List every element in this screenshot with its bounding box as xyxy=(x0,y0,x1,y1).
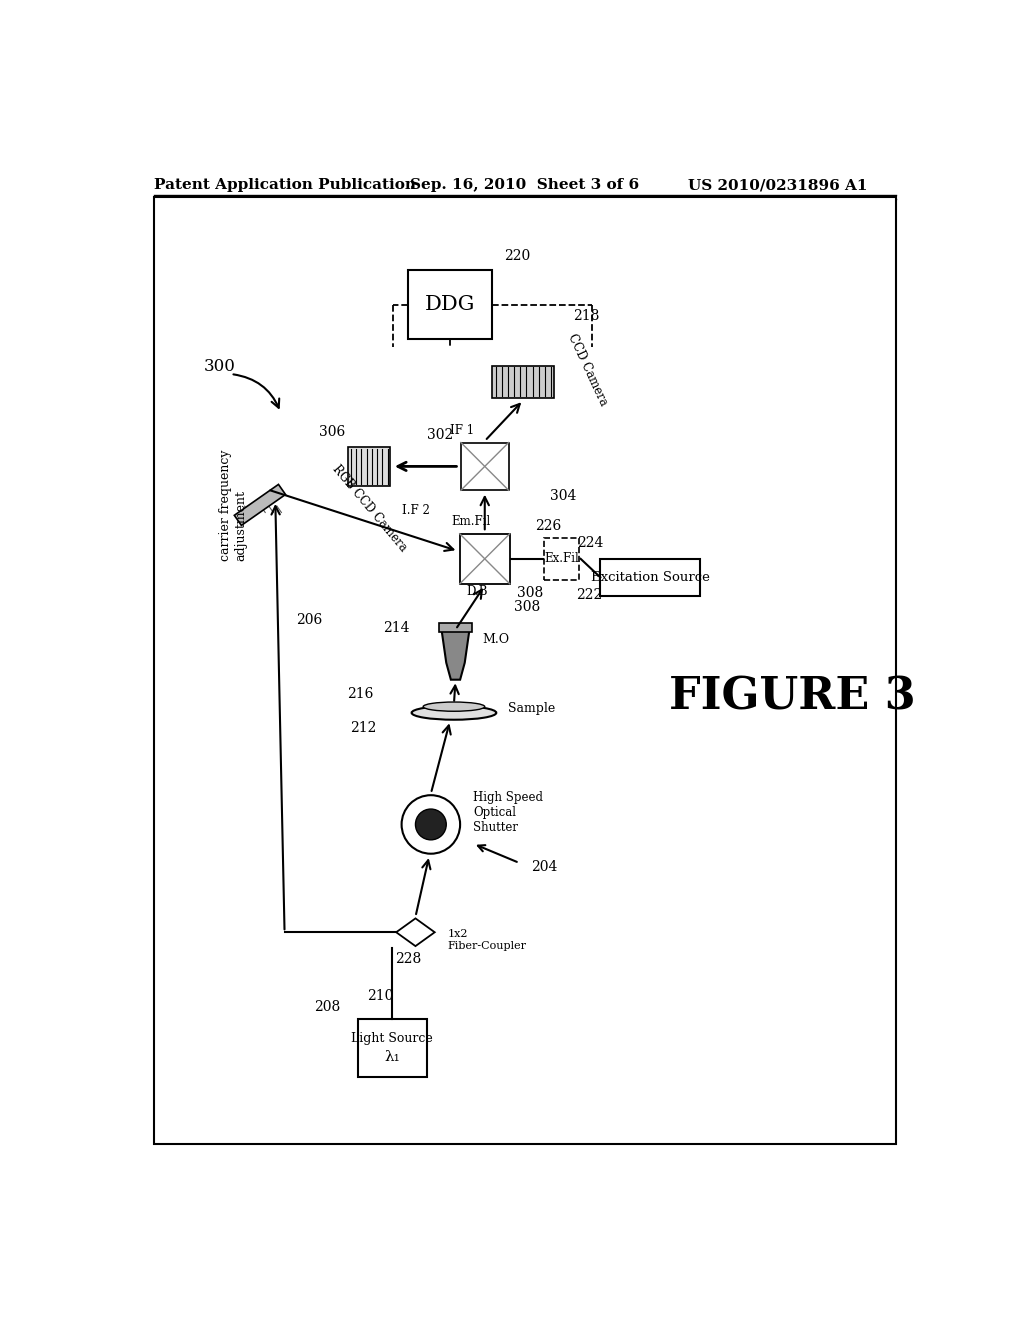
Text: 212: 212 xyxy=(350,721,377,735)
Text: 302: 302 xyxy=(427,428,454,442)
Text: 206: 206 xyxy=(296,614,323,627)
Bar xyxy=(460,533,510,583)
Text: carrier frequency
adjustment: carrier frequency adjustment xyxy=(219,449,247,561)
Text: 224: 224 xyxy=(578,536,603,550)
Text: IF 1: IF 1 xyxy=(450,424,474,437)
Text: D.B: D.B xyxy=(466,585,487,598)
Bar xyxy=(545,537,580,579)
Text: Sample: Sample xyxy=(508,702,555,715)
Text: 208: 208 xyxy=(314,1001,341,1014)
Text: λ₁: λ₁ xyxy=(384,1049,400,1064)
Text: 304: 304 xyxy=(550,488,577,503)
Text: RGB CCD Camera: RGB CCD Camera xyxy=(330,463,410,554)
Bar xyxy=(392,347,593,506)
Text: 1x2
Fiber-Coupler: 1x2 Fiber-Coupler xyxy=(447,929,526,950)
Text: Patent Application Publication: Patent Application Publication xyxy=(154,178,416,193)
Polygon shape xyxy=(234,484,286,525)
Text: 228: 228 xyxy=(394,952,421,966)
Text: Excitation Source: Excitation Source xyxy=(591,570,710,583)
Text: Sep. 16, 2010  Sheet 3 of 6: Sep. 16, 2010 Sheet 3 of 6 xyxy=(411,178,639,193)
Text: High Speed
Optical
Shutter: High Speed Optical Shutter xyxy=(473,792,543,834)
Text: 308: 308 xyxy=(514,599,540,614)
Text: DDG: DDG xyxy=(425,296,475,314)
Ellipse shape xyxy=(423,702,484,711)
Text: 218: 218 xyxy=(573,309,600,323)
Bar xyxy=(600,558,700,595)
Text: 222: 222 xyxy=(575,589,602,602)
Text: 210: 210 xyxy=(367,989,393,1003)
Text: 204: 204 xyxy=(531,859,557,874)
Text: 226: 226 xyxy=(535,519,561,533)
Bar xyxy=(357,1019,427,1077)
Ellipse shape xyxy=(412,706,497,719)
Bar xyxy=(461,442,509,490)
Text: 300: 300 xyxy=(204,358,236,375)
Text: 216: 216 xyxy=(347,686,373,701)
Text: 214: 214 xyxy=(383,622,410,635)
Circle shape xyxy=(416,809,446,840)
Text: Light Source: Light Source xyxy=(351,1032,433,1045)
Text: Ex.Fil: Ex.Fil xyxy=(545,552,580,565)
Text: I.F 2: I.F 2 xyxy=(401,504,429,517)
Text: US 2010/0231896 A1: US 2010/0231896 A1 xyxy=(687,178,867,193)
Polygon shape xyxy=(441,631,469,680)
Polygon shape xyxy=(396,919,435,946)
Text: M.O: M.O xyxy=(482,634,510,647)
Bar xyxy=(438,623,472,632)
Bar xyxy=(408,271,493,339)
Text: 308: 308 xyxy=(517,586,544,601)
Text: FIGURE 3: FIGURE 3 xyxy=(670,676,916,719)
Text: 306: 306 xyxy=(319,425,345,438)
Bar xyxy=(493,366,554,397)
Text: 220: 220 xyxy=(504,249,530,263)
Bar xyxy=(348,447,390,486)
Circle shape xyxy=(401,795,460,854)
Text: CCD Camera: CCD Camera xyxy=(565,333,610,408)
Text: Em.Fil: Em.Fil xyxy=(452,515,490,528)
